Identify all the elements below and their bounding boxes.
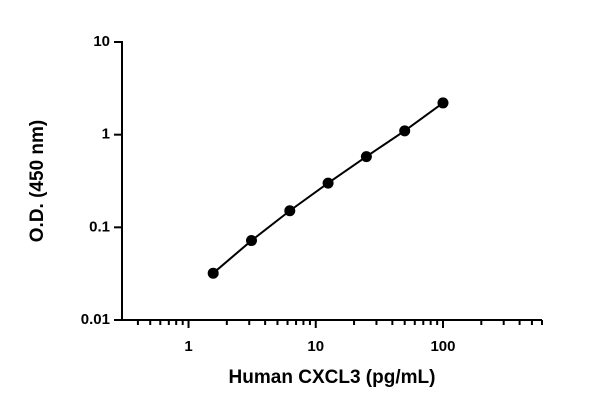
data-point [360,151,372,163]
data-point [245,235,257,247]
y-tick-label: 0.01 [81,311,110,328]
y-axis-title: O.D. (450 nm) [27,120,48,242]
data-point [399,125,411,137]
data-point [322,177,334,189]
y-tick-label: 0.1 [89,218,110,235]
x-tick-label: 1 [184,338,192,355]
x-axis-title: Human CXCL3 (pg/mL) [229,367,436,388]
data-point [207,267,219,279]
x-tick-label: 100 [430,338,455,355]
y-tick-label: 10 [93,33,110,50]
data-point [284,205,296,217]
data-point [437,97,449,109]
x-tick-label: 10 [307,338,324,355]
y-tick-label: 1 [102,126,110,143]
